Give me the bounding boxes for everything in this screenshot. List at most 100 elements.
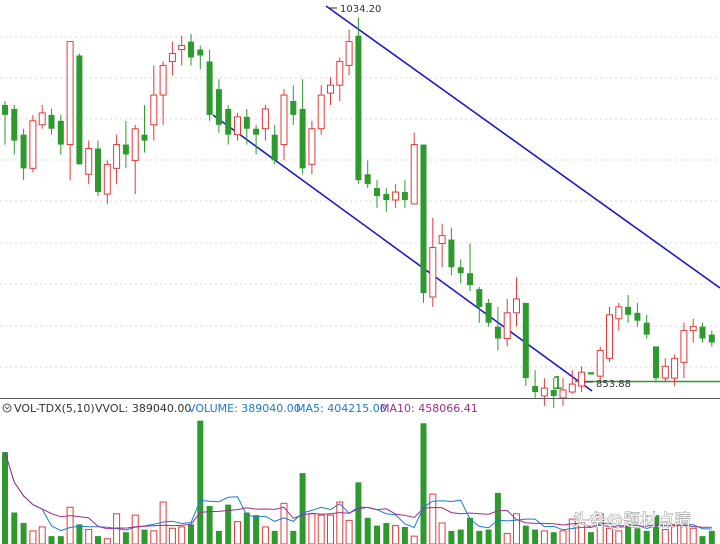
volume-bar-28 <box>261 526 269 544</box>
candle-body <box>699 326 706 339</box>
volume-bar-40 <box>374 525 380 544</box>
candle-29 <box>271 124 278 165</box>
candle-21 <box>197 45 204 70</box>
candle-24 <box>225 104 232 145</box>
candle-17 <box>159 61 167 125</box>
volume-bar-55 <box>513 513 520 544</box>
candle-50 <box>467 243 473 292</box>
candle-body <box>299 108 306 169</box>
volume-bar-63 <box>587 532 594 544</box>
candle-body <box>141 134 148 141</box>
collapse-icon[interactable] <box>2 403 12 413</box>
candle-55 <box>513 277 520 327</box>
candle-body <box>95 148 101 193</box>
candle-body <box>188 41 194 58</box>
candle-54 <box>503 298 511 347</box>
candle-body <box>568 383 576 393</box>
volume-bar-39 <box>364 517 371 544</box>
candle-body <box>643 322 650 335</box>
candle-body <box>625 306 632 315</box>
volume-bar-58 <box>540 530 548 544</box>
candle-68 <box>634 302 641 327</box>
volume-bar-53 <box>494 492 501 544</box>
volume-bar-24 <box>225 504 232 544</box>
volume-bar-38 <box>355 482 362 544</box>
volume-bar-20 <box>188 524 194 544</box>
volume-bar-45 <box>420 423 427 544</box>
candle-18 <box>168 41 176 76</box>
volume-bar-7 <box>66 506 74 544</box>
volume-bar-34 <box>317 514 325 544</box>
candle-body <box>168 53 176 62</box>
volume-bar-27 <box>253 515 260 544</box>
candle-66 <box>615 302 623 331</box>
volume-bar-3 <box>29 530 37 544</box>
candle-40 <box>374 180 380 208</box>
candle-body <box>457 267 464 274</box>
candle-33 <box>308 120 316 175</box>
candle-body <box>615 306 623 320</box>
candle-10 <box>95 140 101 197</box>
candle-body <box>634 312 641 321</box>
candle-1 <box>11 104 18 155</box>
volume-bar-74 <box>689 527 697 544</box>
volume-bar-68 <box>634 528 641 544</box>
candle-body <box>271 134 278 161</box>
candle-body <box>410 144 418 205</box>
candle-body <box>355 35 362 181</box>
candle-8 <box>76 53 83 165</box>
volume-bar-65 <box>606 527 613 544</box>
candle-body <box>596 349 604 377</box>
volume-bar-59 <box>550 532 557 544</box>
volume-bar-57 <box>532 529 539 544</box>
candle-27 <box>253 124 260 155</box>
candle-51 <box>476 287 483 323</box>
candle-6 <box>57 114 64 155</box>
high-price-label: 1034.20 <box>340 4 381 15</box>
candle-body <box>587 372 594 375</box>
candle-3 <box>29 114 37 173</box>
candle-41 <box>383 188 390 212</box>
candle-body <box>364 174 371 185</box>
volume-bar-22 <box>206 505 213 544</box>
volume-bar-66 <box>615 530 623 544</box>
volume-bar-54 <box>503 533 511 544</box>
channel-upper-line <box>325 5 720 289</box>
candle-body <box>76 55 83 165</box>
candle-2 <box>20 128 27 181</box>
candle-39 <box>364 160 371 189</box>
candle-body <box>11 108 18 141</box>
volume-bar-35 <box>327 514 334 544</box>
candle-body <box>253 128 260 135</box>
candle-body <box>708 334 715 343</box>
volume-bar-60 <box>559 530 567 544</box>
ma10-label: MA10: 458066.41 <box>380 402 478 415</box>
candle-body <box>661 365 669 379</box>
candle-body <box>197 49 204 56</box>
candle-36 <box>336 57 344 102</box>
candle-69 <box>643 314 650 339</box>
volume-bar-36 <box>336 501 344 544</box>
candle-body <box>280 94 288 146</box>
candle-16 <box>150 65 158 141</box>
candle-61 <box>568 370 576 394</box>
candle-4 <box>38 104 46 129</box>
candle-body <box>383 194 390 200</box>
candle-body <box>559 389 567 399</box>
volume-bar-18 <box>168 527 176 544</box>
candle-47 <box>438 223 446 268</box>
candle-60 <box>559 378 567 406</box>
candle-body <box>20 134 27 169</box>
volume-bar-56 <box>522 525 529 544</box>
volume-bar-50 <box>467 517 473 544</box>
candle-body <box>159 64 167 96</box>
volume-bar-72 <box>671 523 679 544</box>
candle-body <box>392 191 400 201</box>
volume-bar-21 <box>197 420 204 544</box>
candle-26 <box>243 108 250 145</box>
volume-bar-44 <box>410 535 418 544</box>
candle-46 <box>429 217 437 307</box>
candle-body <box>261 108 269 130</box>
candle-body <box>66 41 74 146</box>
volume-label: VOLUME: 389040.00 <box>188 402 301 415</box>
